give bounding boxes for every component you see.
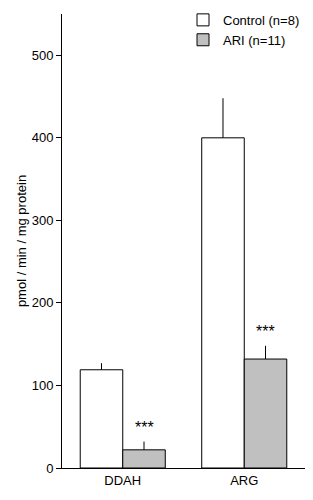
svg-text:Control (n=8): Control (n=8) <box>223 13 299 28</box>
svg-text:300: 300 <box>32 213 54 228</box>
svg-text:DDAH: DDAH <box>104 473 141 488</box>
svg-text:***: *** <box>256 323 275 340</box>
svg-text:ARI (n=11): ARI (n=11) <box>223 33 285 48</box>
svg-text:400: 400 <box>32 130 54 145</box>
svg-text:ARG: ARG <box>230 473 258 488</box>
svg-text:0: 0 <box>46 461 53 476</box>
svg-text:100: 100 <box>32 378 54 393</box>
svg-text:200: 200 <box>32 295 54 310</box>
svg-text:500: 500 <box>32 48 54 63</box>
svg-text:***: *** <box>135 419 154 436</box>
svg-text:pmol / min / mg protein: pmol / min / mg protein <box>14 175 29 307</box>
